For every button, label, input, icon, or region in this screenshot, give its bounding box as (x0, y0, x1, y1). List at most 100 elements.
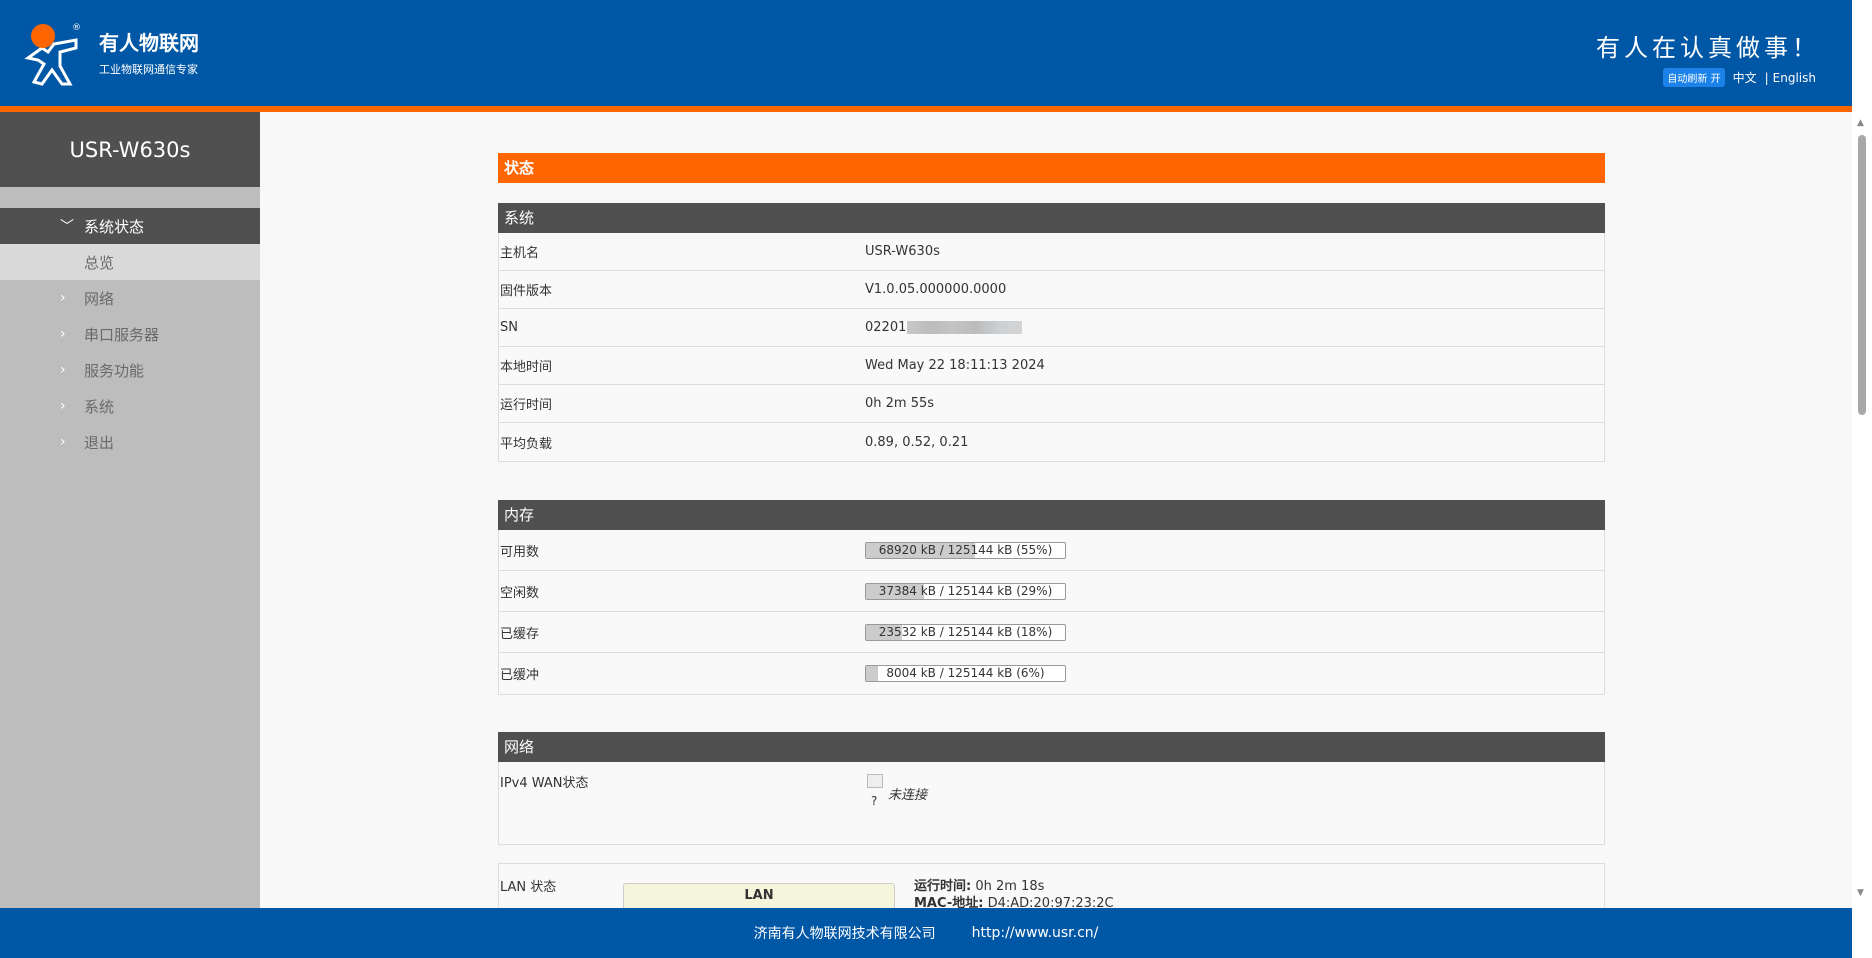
memory-progress-bar: 68920 kB / 125144 kB (55%) (865, 541, 1066, 559)
lan-status-label: LAN 状态 (500, 880, 557, 895)
wan-status-value: 未连接 (888, 788, 928, 803)
mac-label: MAC-地址: (914, 896, 984, 908)
lan-details: 运行时间: 0h 2m 18s MAC-地址: D4:AD:20:97:23:2… (914, 878, 1114, 908)
auto-refresh-toggle[interactable]: 自动刷新 开 (1663, 68, 1725, 87)
table-row: 已缓冲 8004 kB / 125144 kB (6%) (499, 653, 1604, 694)
sidebar-item-services[interactable]: › 服务功能 (0, 352, 260, 388)
sidebar-item-label: 系统 (84, 397, 115, 416)
progress-fill (866, 624, 902, 640)
scroll-down-icon[interactable]: ▼ (1857, 888, 1864, 898)
uptime-value: 0h 2m 18s (975, 879, 1045, 894)
device-name: USR-W630s (0, 112, 260, 187)
sidebar-item-label: 总览 (84, 253, 115, 272)
chevron-right-icon: › (60, 326, 66, 342)
sidebar-item-system-status[interactable]: ﹀ 系统状态 (0, 208, 260, 244)
brand-name: 有人物联网 (99, 31, 199, 55)
language-bar: 自动刷新 开 中文 | English (1663, 68, 1816, 87)
progress-text: 23532 kB / 125144 kB (18%) (878, 624, 1053, 639)
row-label: 可用数 (500, 544, 540, 560)
table-row: 主机名 USR-W630s (499, 233, 1604, 271)
table-row: SN 022010 (499, 309, 1604, 347)
progress-fill (866, 666, 878, 681)
sidebar: USR-W630s ﹀ 系统状态 总览 › 网络 › 串口服务器 › 服务功能 › 系统 … (0, 112, 260, 908)
table-row: 空闲数 37384 kB / 125144 kB (29%) (499, 571, 1604, 612)
main-content: 状态 系统 主机名 USR-W630s 固件版本 V1.0.05.000000.00… (260, 112, 1852, 908)
footer-url[interactable]: http://www.usr.cn/ (971, 925, 1099, 941)
lan-box-title: LAN (744, 888, 774, 903)
logo-icon: ® (24, 23, 81, 86)
sidebar-item-logout[interactable]: › 退出 (0, 424, 260, 460)
row-value: 0.89, 0.52, 0.21 (865, 434, 969, 450)
row-label: 固件版本 (500, 284, 553, 299)
table-row: 平均负载 0.89, 0.52, 0.21 (499, 423, 1604, 461)
sidebar-item-label: 系统状态 (84, 217, 145, 236)
row-label: SN (500, 320, 518, 335)
table-row: 固件版本 V1.0.05.000000.0000 (499, 271, 1604, 309)
progress-text: 37384 kB / 125144 kB (29%) (878, 583, 1053, 598)
network-section: 网络 IPv4 WAN状态 ? 未连接 LAN 状态 LAN 运行时间: 0h … (498, 732, 1605, 908)
row-label: 已缓冲 (500, 668, 540, 683)
header-divider (0, 106, 1852, 112)
row-label: 本地时间 (500, 360, 553, 375)
section-heading: 内存 (498, 500, 1605, 530)
memory-section: 内存 可用数 68920 kB / 125144 kB (55%) 空闲数 373… (498, 500, 1605, 695)
table-row: 可用数 68920 kB / 125144 kB (55%) (499, 530, 1604, 571)
network-unknown-icon (867, 774, 883, 788)
memory-progress-bar: 23532 kB / 125144 kB (18%) (865, 623, 1066, 641)
row-value: USR-W630s (865, 244, 940, 259)
sidebar-item-label: 串口服务器 (84, 325, 160, 344)
memory-progress-bar: 8004 kB / 125144 kB (6%) (865, 665, 1066, 682)
row-value: 0h 2m 55s (865, 396, 935, 411)
row-label: 运行时间 (500, 398, 553, 413)
slogan: 有人在认真做事！ (1596, 34, 1820, 62)
wan-status-label: IPv4 WAN状态 (500, 776, 589, 791)
sidebar-item-system[interactable]: › 系统 (0, 388, 260, 424)
page-title: 状态 (498, 153, 1605, 183)
chevron-right-icon: › (60, 290, 66, 306)
redacted-blur (906, 321, 1022, 334)
row-label: 空闲数 (500, 585, 540, 601)
memory-progress-bar: 37384 kB / 125144 kB (29%) (865, 582, 1066, 600)
mac-value: D4:AD:20:97:23:2C (987, 896, 1114, 908)
table-row: 已缓存 23532 kB / 125144 kB (18%) (499, 612, 1604, 653)
row-value: 022010 (865, 320, 915, 335)
sidebar-item-label: 退出 (84, 433, 115, 452)
scrollbar[interactable]: ▲ ▼ (1852, 0, 1872, 958)
chevron-right-icon: › (60, 398, 66, 414)
page-title-bar: 状态 (498, 153, 1605, 183)
section-heading: 系统 (498, 203, 1605, 233)
footer-company: 济南有人物联网技术有限公司 (753, 926, 936, 942)
chevron-right-icon: › (60, 434, 66, 450)
lang-en-link[interactable]: English (1772, 70, 1816, 85)
row-label: 平均负载 (500, 436, 553, 452)
row-label: 已缓存 (500, 626, 540, 642)
sidebar-item-overview[interactable]: 总览 (0, 244, 260, 280)
chevron-right-icon: › (60, 362, 66, 378)
sidebar-item-label: 网络 (84, 289, 115, 308)
section-heading: 网络 (498, 732, 1605, 762)
chevron-down-icon: ﹀ (60, 219, 74, 235)
row-value: V1.0.05.000000.0000 (865, 282, 1007, 297)
footer: 济南有人物联网技术有限公司 http://www.usr.cn/ (0, 908, 1852, 958)
sidebar-item-network[interactable]: › 网络 (0, 280, 260, 316)
table-row: 运行时间 0h 2m 55s (499, 385, 1604, 423)
system-section: 系统 主机名 USR-W630s 固件版本 V1.0.05.000000.0000 … (498, 203, 1605, 462)
progress-text: 68920 kB / 125144 kB (55%) (878, 542, 1053, 557)
lang-separator: | (1764, 70, 1769, 85)
tagline: 工业物联网通信专家 (99, 63, 198, 76)
lang-zh-link[interactable]: 中文 (1732, 71, 1757, 85)
scrollbar-thumb[interactable] (1858, 135, 1866, 415)
row-label: 主机名 (500, 246, 540, 261)
progress-fill (866, 583, 924, 599)
row-value: Wed May 22 18:11:13 2024 (865, 358, 1045, 373)
progress-text: 8004 kB / 125144 kB (6%) (886, 666, 1045, 680)
sidebar-item-label: 服务功能 (84, 361, 145, 380)
scroll-up-icon[interactable]: ▲ (1857, 118, 1864, 128)
wan-icon-caption: ? (871, 794, 878, 808)
table-row: 本地时间 Wed May 22 18:11:13 2024 (499, 347, 1604, 385)
progress-fill (866, 542, 976, 558)
uptime-label: 运行时间: (914, 879, 972, 894)
svg-text:®: ® (72, 23, 81, 33)
sidebar-item-serial-server[interactable]: › 串口服务器 (0, 316, 260, 352)
header: ® 有人物联网 工业物联网通信专家 有人在认真做事！ 自动刷新 开 中文 | E… (0, 0, 1852, 106)
